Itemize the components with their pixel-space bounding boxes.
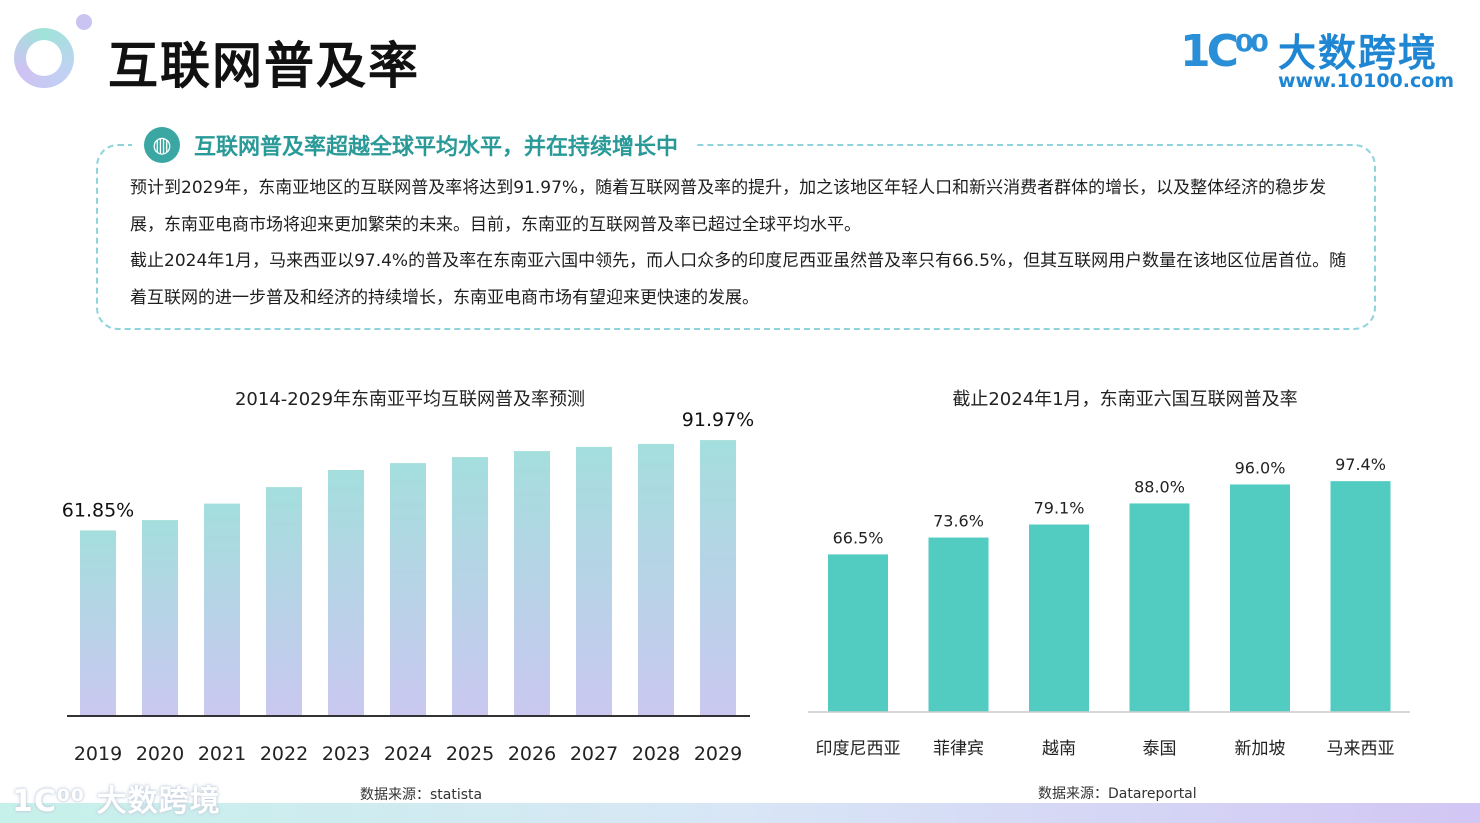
country-x-tick: 泰国 [1143,739,1177,759]
brand-url: www.10100.com [1278,70,1455,92]
forecast-x-tick: 2021 [198,743,246,765]
country-bar-0 [828,554,888,712]
brand-mark-icon: 1C⁰⁰ [1180,26,1269,77]
chart-2-title: 截止2024年1月，东南亚六国互联网普及率 [952,389,1298,410]
summary-callout [96,144,1376,330]
country-x-tick: 印度尼西亚 [816,739,901,759]
globe-icon: ◍ [144,127,180,163]
country-x-tick: 菲律宾 [933,739,984,759]
forecast-value-label: 61.85% [62,499,134,521]
country-value-label: 66.5% [833,528,884,547]
callout-paragraph-2: 截止2024年1月，马来西亚以97.4%的普及率在东南亚六国中领先，而人口众多的… [130,251,1347,308]
forecast-x-tick: 2029 [694,743,742,765]
country-bar-3 [1129,503,1190,712]
forecast-x-tick: 2020 [136,743,184,765]
chart-1-title: 2014-2029年东南亚平均互联网普及率预测 [234,389,586,410]
country-bar-5 [1330,481,1391,712]
country-value-label: 88.0% [1134,477,1185,496]
forecast-bar-2024 [390,463,426,716]
brand-name: 大数跨境 [1278,31,1439,75]
country-value-label: 96.0% [1235,458,1286,477]
chart-2-source: 数据来源：Datareportal [1038,786,1197,802]
country-x-tick: 马来西亚 [1327,739,1395,759]
country-x-tick: 越南 [1042,739,1076,759]
forecast-bar-2026 [514,451,550,716]
dot-decoration-icon [76,14,92,30]
country-value-label: 73.6% [933,512,984,531]
forecast-bar-2020 [142,520,178,716]
country-value-label: 79.1% [1034,499,1085,518]
forecast-bar-2023 [328,470,364,716]
forecast-value-label: 91.97% [682,409,754,431]
forecast-bar-2019 [80,530,116,716]
country-bar-1 [928,537,989,712]
forecast-bar-2022 [266,487,302,716]
forecast-bar-2027 [576,446,612,716]
country-bar-4 [1230,484,1290,712]
bottom-gradient-band [0,803,1480,823]
forecast-x-tick: 2022 [260,743,308,765]
country-value-label: 97.4% [1335,455,1386,474]
forecast-bar-2021 [204,503,240,716]
forecast-x-tick: 2026 [508,743,556,765]
callout-title: 互联网普及率超越全球平均水平，并在持续增长中 [194,135,679,160]
forecast-x-tick: 2027 [570,743,618,765]
watermark-logo: 1C⁰⁰ 大数跨境 [12,784,221,819]
forecast-bar-2029 [700,440,736,716]
country-x-tick: 新加坡 [1235,739,1286,759]
ring-logo-icon [14,28,74,88]
forecast-bar-2025 [452,457,488,716]
forecast-x-tick: 2024 [384,743,432,765]
forecast-x-tick: 2028 [632,743,680,765]
callout-header: ◍ 互联网普及率超越全球平均水平，并在持续增长中 [132,126,697,164]
forecast-x-tick: 2023 [322,743,370,765]
callout-body: 预计到2029年，东南亚地区的互联网普及率将达到91.97%，随着互联网普及率的… [130,170,1350,316]
page-title: 互联网普及率 [108,37,420,95]
forecast-bar-2028 [638,443,674,716]
forecast-x-tick: 2025 [446,743,494,765]
forecast-x-tick: 2019 [74,743,122,765]
callout-paragraph-1: 预计到2029年，东南亚地区的互联网普及率将达到91.97%，随着互联网普及率的… [130,178,1327,235]
country-bar-2 [1029,524,1089,712]
chart-1-source: 数据来源：statista [360,787,483,803]
brand-logo: 1C⁰⁰ 大数跨境 www.10100.com [1180,22,1454,94]
